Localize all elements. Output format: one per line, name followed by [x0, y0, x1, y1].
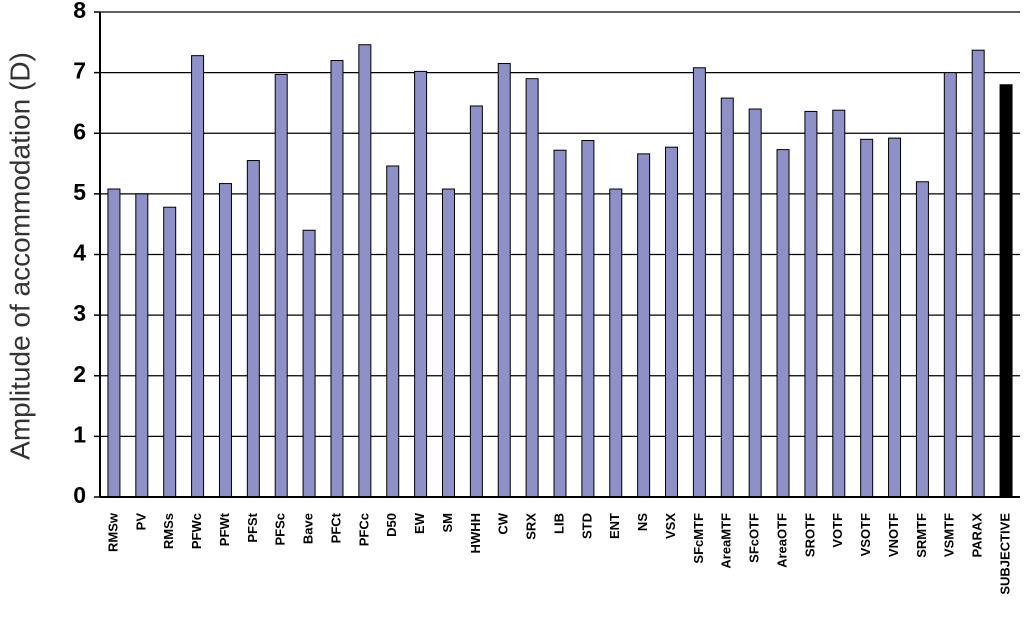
bar [999, 84, 1013, 498]
x-tick-label: PFCc [356, 513, 371, 546]
bar [163, 206, 177, 498]
bar [191, 55, 205, 498]
y-tick-label: 8 [73, 0, 86, 23]
y-tick-label: 2 [73, 361, 86, 387]
bar [860, 138, 874, 498]
bar [414, 70, 428, 498]
bar [274, 73, 288, 498]
y-tick-label: 1 [73, 421, 86, 447]
x-tick-label: SRMTF [914, 513, 929, 558]
x-tick-label: D50 [384, 513, 399, 537]
x-tick-label: SFcOTF [747, 513, 762, 563]
y-tick-label: 0 [73, 482, 86, 508]
bar [915, 181, 929, 498]
bar [943, 72, 957, 498]
x-tick-label: VSOTF [858, 513, 873, 556]
bar [386, 165, 400, 498]
x-tick-label: AreaOTF [774, 513, 789, 568]
x-tick-label: PFSt [245, 512, 260, 542]
x-tick-label: PV [133, 513, 148, 531]
x-tick-label: RMSs [161, 513, 176, 549]
y-tick-label: 5 [73, 179, 86, 205]
x-tick-label: CW [496, 512, 511, 534]
bar [581, 140, 595, 498]
bar [665, 146, 679, 498]
bar [832, 109, 846, 498]
bar [246, 160, 260, 498]
bar [720, 97, 734, 498]
y-axis-label: Amplitude of accommodation (D) [4, 52, 35, 460]
bar [107, 188, 121, 498]
bar [748, 108, 762, 498]
x-tick-label: SROTF [802, 513, 817, 557]
bar [497, 63, 511, 498]
x-tick-label: PFCt [328, 512, 343, 543]
x-tick-label: ENT [607, 513, 622, 539]
bar [525, 78, 539, 498]
x-tick-label: STD [579, 513, 594, 539]
x-tick-label: RMSw [105, 512, 120, 552]
bar [609, 188, 623, 498]
bar [692, 67, 706, 498]
bar [553, 149, 567, 498]
bar [302, 229, 316, 498]
bar [358, 44, 372, 498]
bar [804, 110, 818, 498]
bar [441, 188, 455, 498]
bar [135, 193, 149, 498]
x-tick-label: VSX [663, 513, 678, 539]
y-tick-label: 6 [73, 118, 86, 144]
bar [776, 149, 790, 498]
x-tick-label: PFSc [273, 513, 288, 546]
x-tick-label: SRX [524, 513, 539, 540]
x-tick-label: AreaMTF [719, 513, 734, 569]
x-tick-label: VNOTF [886, 513, 901, 557]
x-tick-label: SM [440, 513, 455, 533]
x-tick-label: EW [412, 512, 427, 534]
x-tick-label: HWHH [468, 513, 483, 553]
x-tick-label: VSMTF [942, 513, 957, 557]
x-tick-label: LIB [551, 513, 566, 534]
bar [888, 137, 902, 498]
x-tick-label: PARAX [970, 513, 985, 558]
x-tick-label: Bave [301, 513, 316, 544]
x-tick-label: VOTF [830, 513, 845, 548]
x-tick-label: PFWt [217, 512, 232, 546]
y-tick-label: 7 [73, 58, 86, 84]
bar [330, 60, 344, 498]
y-tick-label: 4 [73, 240, 86, 266]
bar [218, 183, 232, 498]
x-tick-label: NS [635, 513, 650, 531]
x-tick-label: SUBJECTIVE [997, 513, 1012, 595]
y-tick-label: 3 [73, 300, 86, 326]
bar [637, 153, 651, 498]
bar [469, 105, 483, 498]
x-tick-label: SFcMTF [691, 513, 706, 564]
bar [971, 49, 985, 498]
x-tick-label: PFWc [189, 513, 204, 549]
